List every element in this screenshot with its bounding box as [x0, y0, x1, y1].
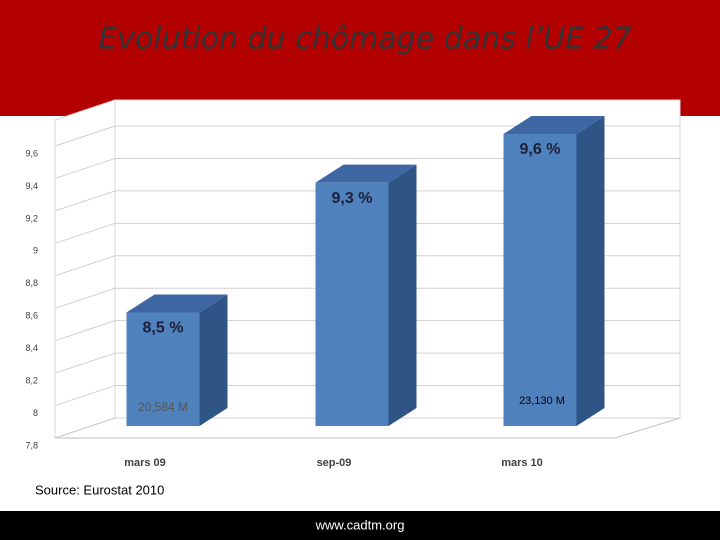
y-tick-label: 8,4: [25, 343, 38, 353]
y-tick-label: 8,8: [25, 278, 38, 288]
grid-line: [54, 222, 680, 244]
y-tick-label: 9,2: [25, 213, 38, 223]
bar: [126, 312, 200, 426]
source-note: Source: Eurostat 2010: [35, 482, 164, 497]
grid-line: [54, 190, 680, 212]
data-label: 8,5 %: [143, 320, 184, 337]
bar-side: [199, 294, 228, 426]
grid-line: [54, 255, 680, 277]
x-tick-label: mars 09: [124, 457, 166, 469]
bar-side: [576, 116, 605, 426]
data-label: 9,6 %: [520, 141, 561, 158]
footer-link: www.cadtm.org: [315, 517, 405, 532]
y-tick-label: 8: [33, 408, 38, 418]
bar-side: [388, 164, 417, 426]
data-label: 9,3 %: [332, 190, 373, 207]
y-tick-label: 7,8: [25, 440, 38, 450]
y-tick-label: 9,4: [25, 181, 38, 191]
plot-area: 7,8 8 8,2 8,4 8,6 8,8 9 9,2 9,4 9,6 mars 09 8,5 % 20…: [25, 99, 681, 469]
grid-line: [54, 287, 680, 309]
chart-title: Evolution du chômage dans l’UE 27: [98, 22, 632, 57]
grid-line: [54, 125, 680, 147]
footer-band: [0, 511, 720, 540]
annotation: 20,584 M: [138, 400, 188, 414]
side-wall: [54, 99, 116, 439]
bar-top: [503, 116, 605, 134]
x-tick-label: mars 10: [501, 457, 543, 469]
y-tick-label: 8,6: [25, 311, 38, 321]
y-tick-label: 9,6: [25, 148, 38, 158]
x-tick-label: sep-09: [317, 457, 352, 469]
bar-top: [126, 294, 228, 313]
y-tick-label: 8,2: [25, 375, 38, 385]
grid-line: [54, 417, 680, 439]
header-band: [0, 0, 720, 116]
grid-line: [54, 385, 680, 407]
grid-line: [54, 157, 680, 179]
annotation: 23,130 M: [519, 395, 565, 407]
grid-line: [54, 352, 680, 374]
bar: [315, 182, 389, 426]
grid-line: [54, 320, 680, 342]
bar: [503, 134, 577, 426]
y-tick-label: 9: [33, 246, 38, 256]
bar-top: [315, 164, 417, 183]
